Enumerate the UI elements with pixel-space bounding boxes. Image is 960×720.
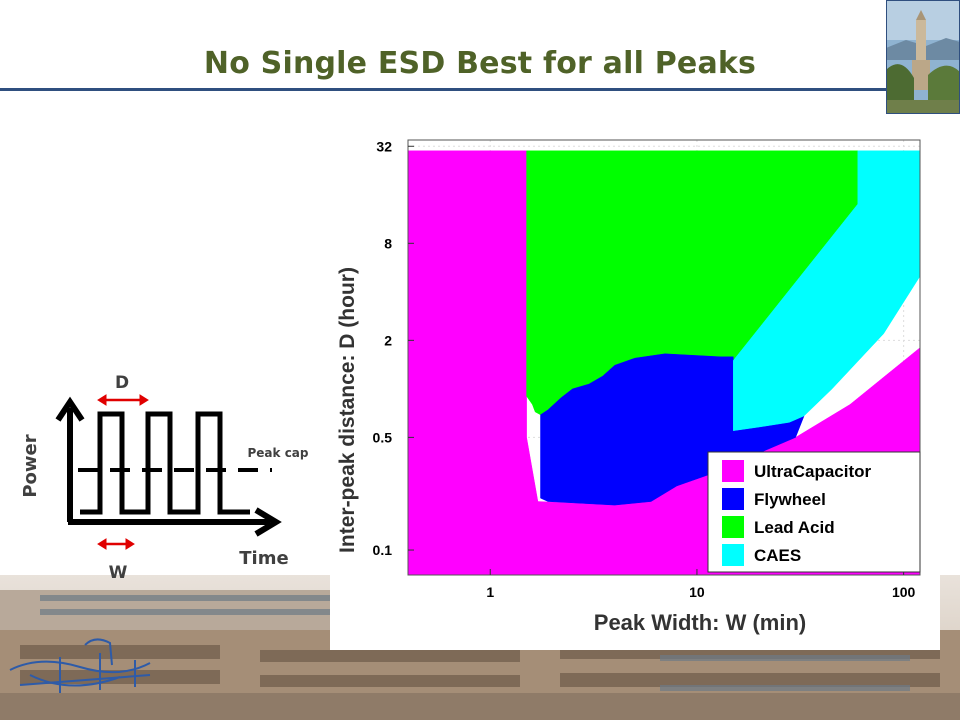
legend-swatch-ultracapacitor: [722, 460, 744, 482]
y-tick-labels: 0.1 0.5 2 8 32: [373, 138, 393, 558]
d-label: D: [115, 373, 129, 393]
power-axis-arrow: [55, 396, 85, 522]
x-tick-labels: 1 10 100: [486, 584, 915, 600]
time-label: Time: [239, 548, 288, 569]
w-span-arrow: [97, 538, 135, 550]
legend-swatch-caes: [722, 544, 744, 566]
legend-label-caes: CAES: [754, 546, 801, 565]
d-span-arrow: [97, 394, 149, 406]
chart-legend: UltraCapacitor Flywheel Lead Acid CAES: [707, 451, 921, 573]
y-tick-label-4: 32: [376, 138, 392, 154]
x-tick-label-2: 100: [892, 584, 916, 600]
y-tick-label-2: 2: [384, 332, 392, 348]
region-caes: [733, 150, 921, 431]
y-tick-label-3: 8: [384, 235, 392, 251]
legend-swatch-flywheel: [722, 488, 744, 510]
legend-label-flywheel: Flywheel: [754, 490, 826, 509]
x-axis-label: Peak Width: W (min): [594, 610, 806, 635]
x-tick-label-0: 1: [486, 584, 494, 600]
power-square-wave: [80, 411, 250, 515]
plot-frame: [407, 139, 921, 576]
esd-region-chart: 1 10 100 0.1 0.5 2 8 32 UltraCapacitor Flywheel…: [330, 120, 940, 650]
slide-title: No Single ESD Best for all Peaks: [203, 46, 757, 81]
legend-swatch-lead-acid: [722, 516, 744, 538]
legend-label-ultracapacitor: UltraCapacitor: [754, 462, 872, 481]
title-divider: [0, 88, 886, 91]
w-label: W: [109, 563, 128, 583]
peak-pattern-diagram: D W Time Power Peak cap: [20, 373, 309, 583]
x-tick-label-1: 10: [689, 584, 705, 600]
y-axis-label: Inter-peak distance: D (hour): [336, 267, 359, 553]
peak-cap-label: Peak cap: [248, 446, 309, 460]
y-tick-label-1: 0.5: [373, 429, 393, 445]
time-axis-arrow: [68, 507, 282, 537]
campus-tower-photo: [886, 0, 960, 114]
power-label: Power: [20, 434, 41, 497]
y-tick-label-0: 0.1: [373, 542, 393, 558]
legend-label-lead-acid: Lead Acid: [754, 518, 835, 537]
